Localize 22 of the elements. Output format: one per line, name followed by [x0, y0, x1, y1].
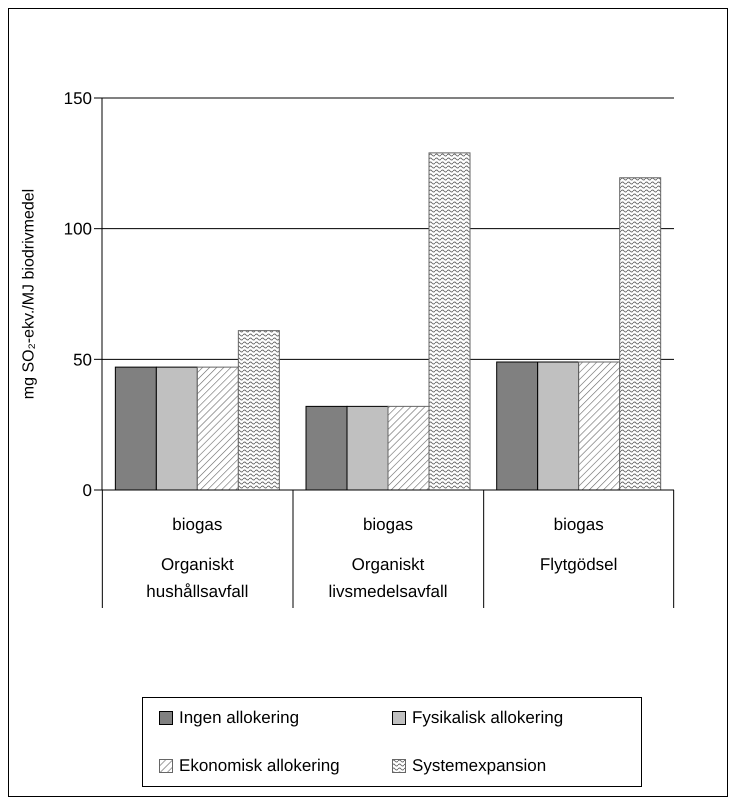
- bar: [114, 366, 157, 490]
- y-tick-label: 0: [82, 481, 92, 500]
- legend-label: Ekonomisk allokering: [179, 756, 340, 776]
- bar: [388, 406, 430, 490]
- y-tick-label: 50: [73, 350, 92, 370]
- legend-label: Ingen allokering: [179, 708, 300, 728]
- y-tick-label: 150: [64, 89, 92, 108]
- bar: [619, 177, 662, 490]
- y-tick-label: 100: [64, 220, 92, 239]
- frame-border: Ingen allokering Fysikalisk allokering Ekonomisk allokering Systemexpansion biogas Organiskt hushållsavfall biogas Organiskt livsmedelsavfall biogas Flytgödsel 0 50 100 150 mg SO₂-ekv./MJ biodrivmedel: [8, 8, 728, 797]
- bar: [196, 366, 239, 490]
- bar: [238, 330, 280, 490]
- y-axis-title: mg SO₂-ekv./MJ biodrivmedel: [20, 188, 38, 400]
- bar: [537, 361, 580, 490]
- bar: [428, 152, 471, 490]
- bar: [306, 406, 348, 490]
- legend-label: Fysikalisk allokering: [412, 708, 564, 728]
- bar: [156, 366, 198, 490]
- bar: [346, 406, 389, 490]
- bar: [578, 361, 620, 490]
- bar: [496, 361, 538, 490]
- legend-label: Systemexpansion: [412, 756, 546, 776]
